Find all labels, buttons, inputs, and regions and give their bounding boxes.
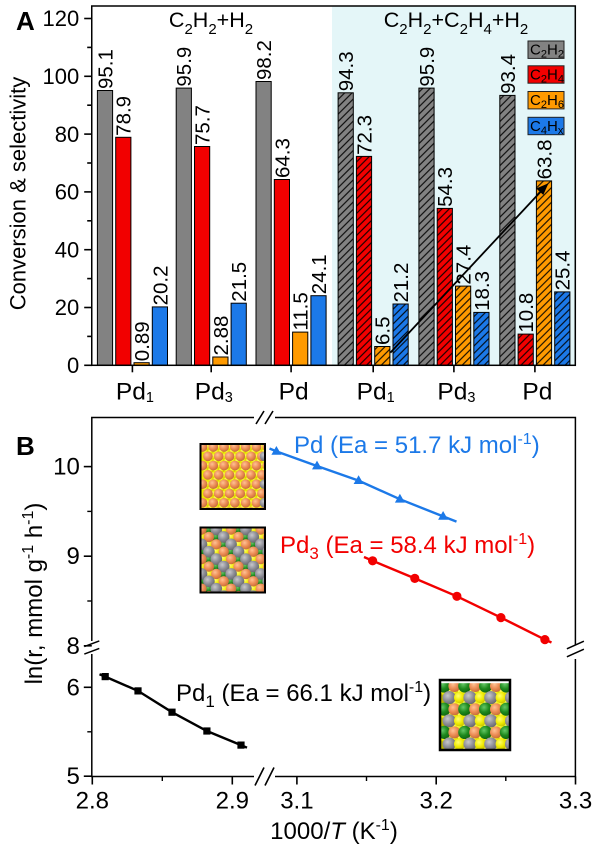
svg-text:75.7: 75.7 [192, 105, 215, 145]
svg-text:C4Hx: C4Hx [530, 118, 564, 137]
svg-text:6.5: 6.5 [372, 317, 395, 346]
svg-text:Pd: Pd [279, 379, 309, 406]
svg-text:95.9: 95.9 [173, 47, 196, 87]
svg-text:C2H2: C2H2 [530, 42, 564, 61]
svg-text:ln(r, mmol g-1 h-1): ln(r, mmol g-1 h-1) [20, 503, 48, 685]
svg-text:27.4: 27.4 [453, 245, 476, 285]
svg-text:C2H4: C2H4 [530, 66, 564, 85]
svg-text:3.2: 3.2 [420, 788, 453, 815]
svg-text:120: 120 [42, 6, 79, 31]
svg-text:98.2: 98.2 [253, 40, 276, 80]
svg-text:21.5: 21.5 [228, 262, 251, 302]
svg-text:100: 100 [42, 64, 79, 89]
svg-text:5: 5 [66, 763, 79, 790]
svg-text:25.4: 25.4 [552, 250, 575, 290]
svg-text:95.9: 95.9 [416, 47, 439, 87]
svg-text:78.9: 78.9 [113, 96, 136, 136]
svg-text:A: A [16, 6, 35, 36]
svg-text:10: 10 [53, 454, 80, 481]
svg-text:9: 9 [66, 543, 79, 570]
svg-text:60: 60 [55, 180, 79, 205]
svg-text:2.8: 2.8 [76, 788, 109, 815]
svg-text:24.1: 24.1 [308, 254, 331, 294]
svg-text:Pd (Ea = 51.7 kJ mol-1): Pd (Ea = 51.7 kJ mol-1) [294, 431, 540, 459]
svg-text:95.1: 95.1 [94, 49, 117, 89]
svg-text:21.2: 21.2 [390, 263, 413, 303]
svg-text:0.89: 0.89 [131, 321, 154, 361]
svg-text:C2H6: C2H6 [530, 92, 564, 111]
svg-text:72.3: 72.3 [353, 115, 376, 155]
svg-text:Pd1 (Ea = 66.1 kJ mol-1): Pd1 (Ea = 66.1 kJ mol-1) [176, 679, 431, 711]
svg-text:Conversion & selectivity: Conversion & selectivity [6, 77, 31, 311]
svg-text:Pd: Pd [522, 379, 552, 406]
svg-text:11.5: 11.5 [290, 292, 313, 330]
svg-text:94.3: 94.3 [335, 51, 358, 91]
svg-text:2.9: 2.9 [216, 788, 249, 815]
svg-text:20: 20 [55, 295, 79, 320]
svg-text:3.3: 3.3 [559, 788, 592, 815]
svg-text:0: 0 [67, 353, 79, 378]
svg-text:93.4: 93.4 [497, 54, 520, 94]
svg-text:18.3: 18.3 [471, 271, 494, 311]
svg-text:80: 80 [55, 122, 79, 147]
svg-text:3.1: 3.1 [280, 788, 313, 815]
svg-text:10.8: 10.8 [515, 293, 538, 333]
svg-text:20.2: 20.2 [149, 265, 172, 305]
svg-text:B: B [16, 431, 35, 461]
svg-text:40: 40 [55, 237, 79, 262]
svg-text:8: 8 [66, 633, 79, 660]
svg-text:54.3: 54.3 [434, 167, 457, 207]
svg-text:63.8: 63.8 [533, 139, 556, 179]
svg-text:Pd3 (Ea = 58.4 kJ mol-1): Pd3 (Ea = 58.4 kJ mol-1) [280, 531, 535, 563]
svg-text:64.3: 64.3 [271, 138, 294, 178]
svg-text:6: 6 [66, 674, 79, 701]
svg-text:2.88: 2.88 [210, 316, 233, 356]
